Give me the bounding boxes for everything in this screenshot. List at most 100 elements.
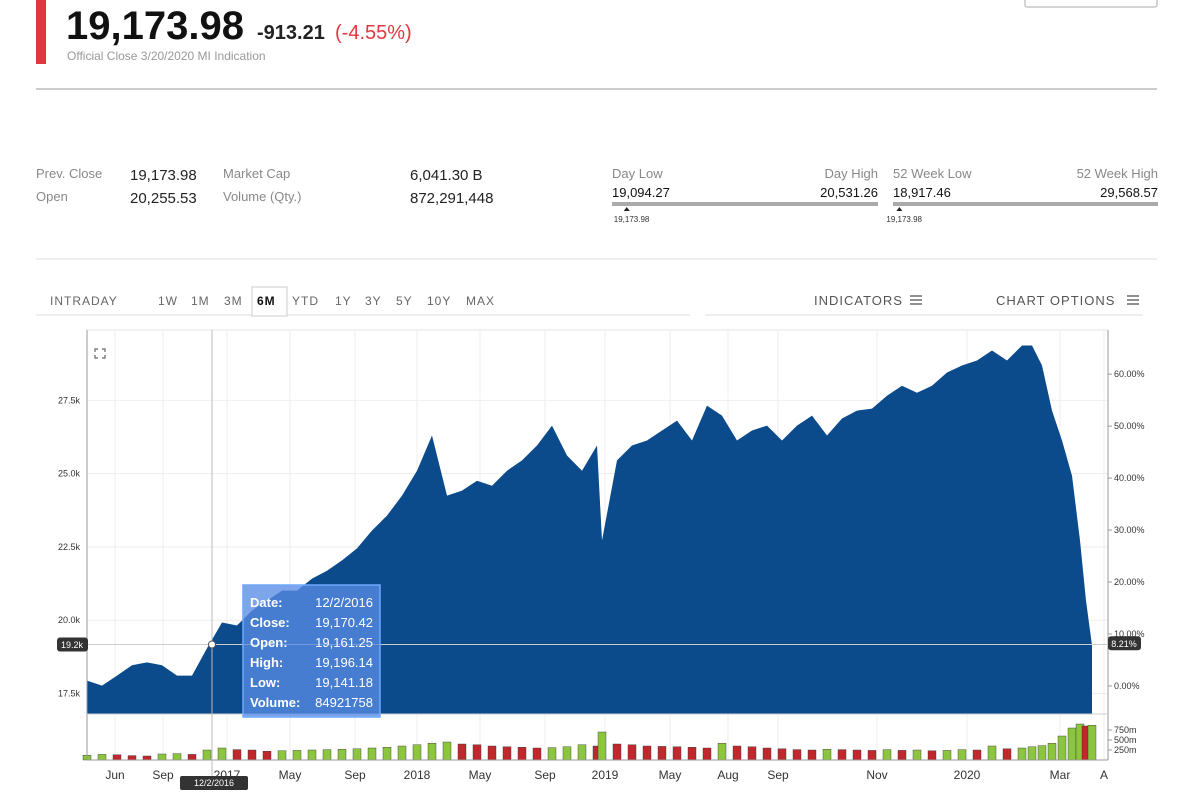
y-tick-label: 25.0k [58,469,81,479]
volume-bar [1057,735,1067,761]
volume-bar [322,749,332,761]
volume-bar [262,751,272,761]
volume-bar [367,747,377,761]
x-tick-label: 2019 [592,768,619,782]
period-tab[interactable]: 3M [224,294,243,308]
top-button[interactable] [1024,0,1158,8]
stat-label: Volume (Qty.) [223,189,302,204]
y2-tick-label: 20.00% [1114,577,1145,587]
period-tab[interactable]: 3Y [365,294,382,308]
volume-bar [822,749,832,761]
period-tab[interactable]: 10Y [427,294,451,308]
period-tab[interactable]: 1W [158,294,178,308]
y-tick-label: 17.5k [58,688,81,698]
volume-bar [642,745,652,761]
tooltip-label: Volume: [250,695,300,710]
volume-bar [657,746,667,761]
volume-bar [307,749,317,761]
tab-selected [251,286,288,317]
tooltip-label: High: [250,655,283,670]
x-tick-label: 2018 [404,768,431,782]
expand-icon[interactable] [94,348,106,359]
stat-label: Prev. Close [36,166,102,181]
accent-bar [36,0,46,64]
x-tick-label: Sep [152,768,174,782]
y2-tick-label: 40.00% [1114,473,1145,483]
volume-bar [427,743,437,761]
volume-bar [852,749,862,761]
volume-bar [1002,748,1012,761]
tooltip [242,584,381,718]
volume-bar [292,750,302,761]
volume-bar [1067,727,1077,761]
tooltip-label: Close: [250,615,290,630]
volume-bar [352,748,362,761]
volume-bar [897,750,907,761]
volume-bar [157,753,167,761]
x-tick-label: Jun [105,768,124,782]
volume-bar [927,750,937,761]
volume-bar [972,749,982,761]
volume-bar [412,744,422,761]
volume-bar [112,754,122,761]
volume-bar [732,745,742,761]
volume-bar [777,748,787,761]
range-high-label: 52 Week High [1077,166,1158,181]
crosshair-y-box [57,637,88,652]
period-tab[interactable]: 5Y [396,294,413,308]
period-tab[interactable]: 1Y [335,294,352,308]
volume-bar [382,747,392,761]
volume-bar [202,749,212,761]
price-change: -913.21 [257,22,325,44]
period-tab[interactable]: YTD [292,294,319,308]
period-tab[interactable]: 6M [257,294,276,308]
x-tick-label: 2020 [954,768,981,782]
y-tick-label: 20.0k [58,615,81,625]
y-tick-label: 22.5k [58,542,81,552]
period-tab[interactable]: 1M [191,294,210,308]
volume-bar [502,746,512,761]
volume-bar [792,749,802,761]
tooltip-value: 19,170.42 [315,615,373,630]
volume-bar [882,749,892,761]
period-tab[interactable]: MAX [466,294,495,308]
crosshair-x-label: 12/2/2016 [194,778,234,788]
y2-tick-label: 50.00% [1114,421,1145,431]
volume-bar [547,747,557,761]
volume-bar [232,749,242,761]
range-high: 29,568.57 [1100,185,1158,200]
y2-tick-label: 30.00% [1114,525,1145,535]
volume-bar [472,744,482,761]
tool-button[interactable]: INDICATORS [814,293,903,308]
volume-bar [487,745,497,761]
volume-bar [867,750,877,761]
content: Prev. Close 19,173.98 Open 20,255.53 Market … [36,166,1158,790]
volume-bar [717,743,727,761]
price-change-pct: (-4.55%) [335,22,412,44]
x-tick-label: Mar [1050,768,1071,782]
x-tick-label: Aug [717,768,738,782]
range-low: 18,917.46 [893,185,951,200]
volume-bar [517,747,527,761]
range-bar [893,202,1158,206]
volume-bar [457,743,467,761]
tool-button[interactable]: CHART OPTIONS [996,293,1115,308]
volume-bar [217,747,227,761]
stat-value: 19,173.98 [130,167,197,184]
volume-bar [397,745,407,761]
x-tick-label: A [1100,768,1108,782]
volume-tick-label: 750m [1114,725,1137,735]
crosshair-x-box [180,776,248,790]
range-bar [612,202,878,206]
tooltip-label: Open: [250,635,288,650]
x-tick-label: May [279,768,302,782]
range-low-label: Day Low [612,166,663,181]
price: 19,173.98 [66,4,244,48]
x-tick-label: Sep [344,768,366,782]
volume-bar [577,744,587,761]
volume-bar [762,747,772,761]
volume-bar [277,750,287,761]
period-tab[interactable]: INTRADAY [50,294,118,308]
volume-bar [687,747,697,761]
